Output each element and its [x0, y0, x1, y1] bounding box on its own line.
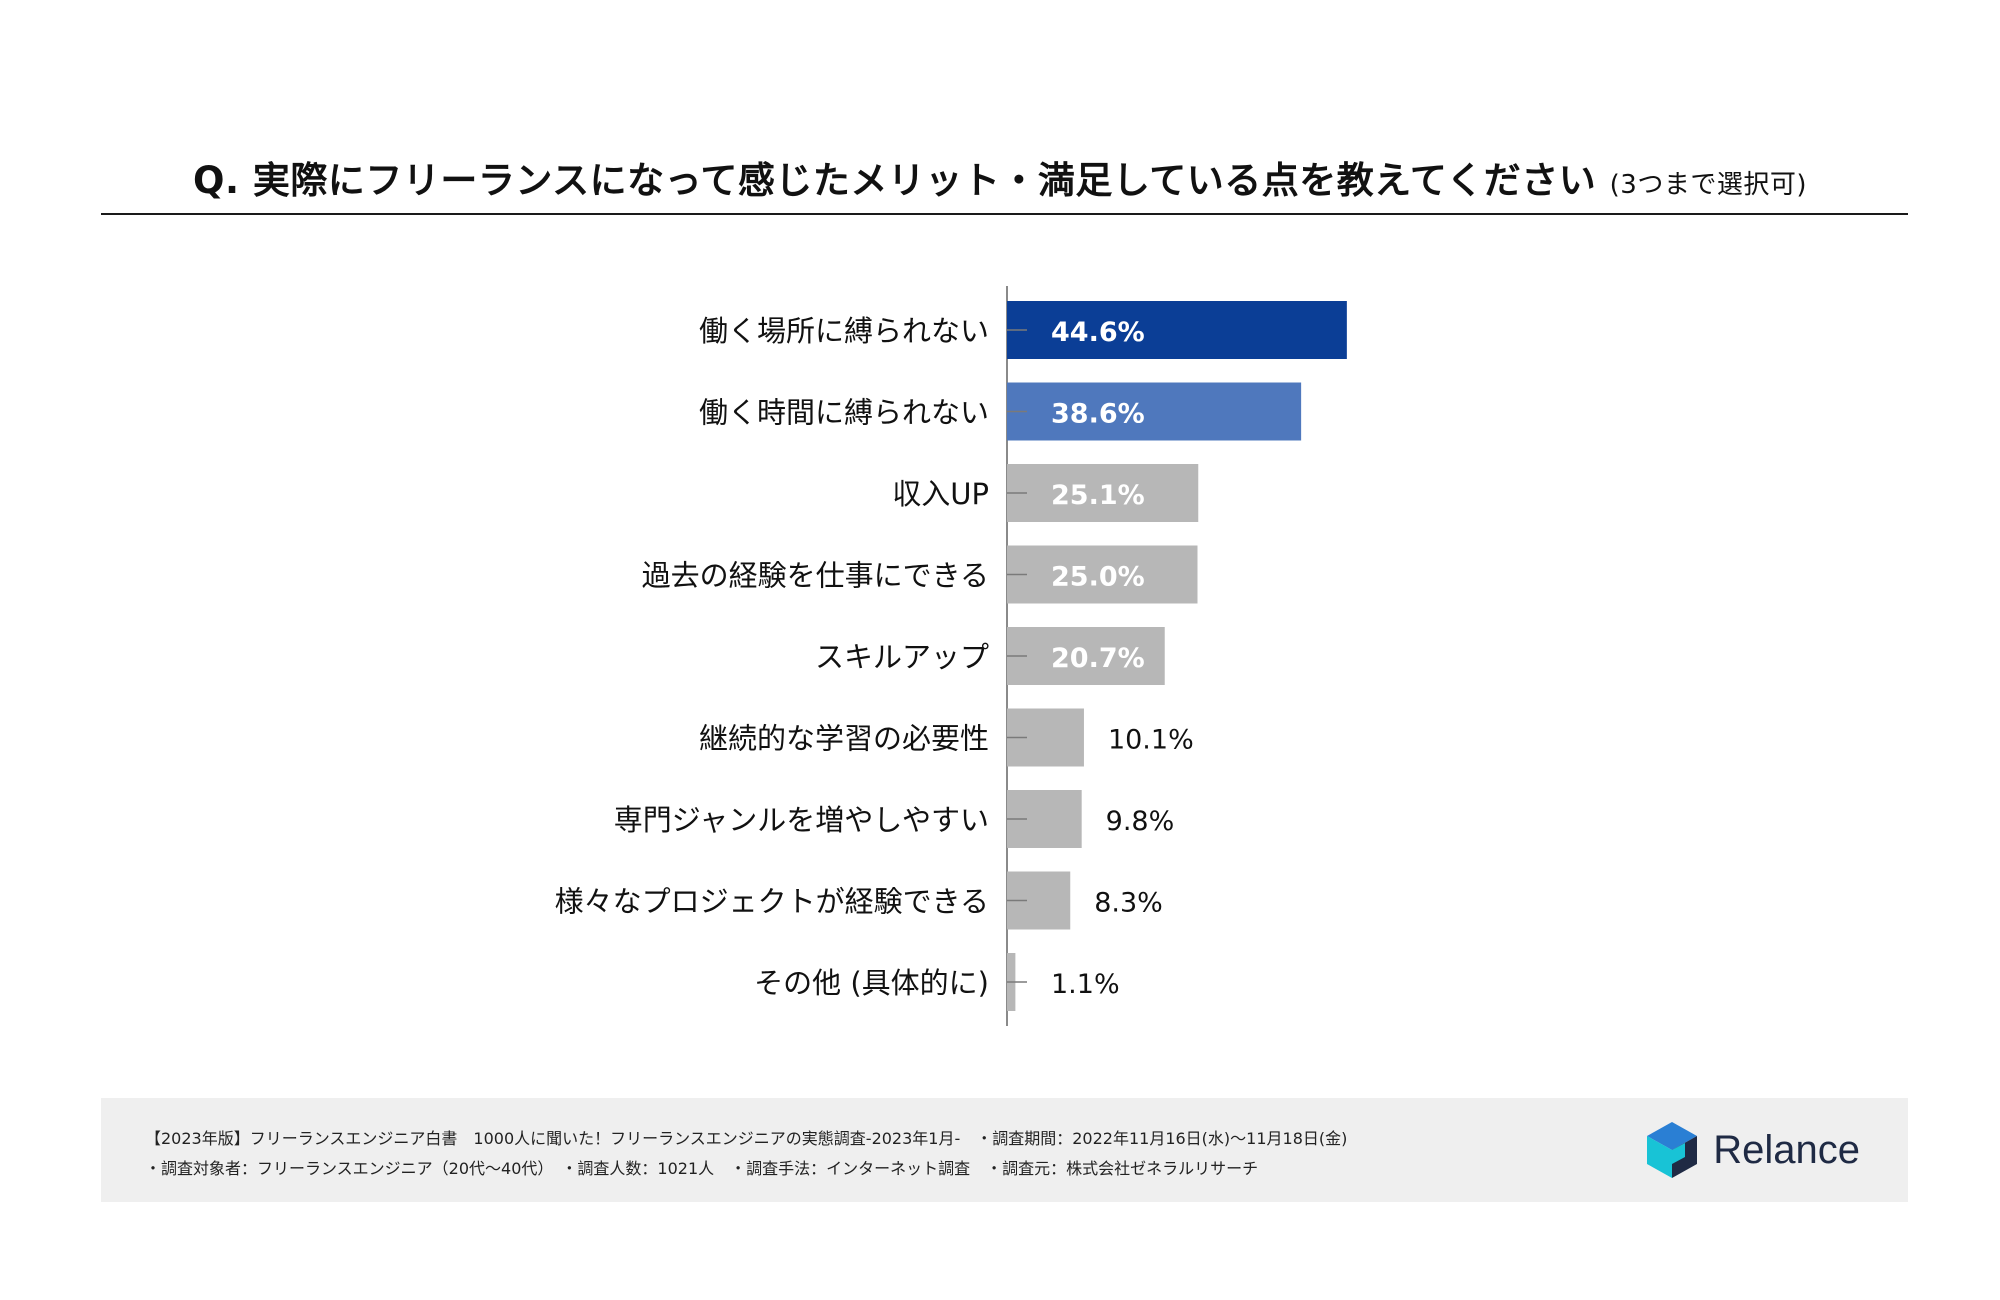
bar [1007, 627, 1165, 685]
bar [1007, 545, 1198, 604]
title-main: Q. 実際にフリーランスになって感じたメリット・満足している点を教えてください [193, 159, 1597, 202]
survey-footer: 【2023年版】フリーランスエンジニア白書 1000人に聞いた！フリーランスエン… [101, 1098, 1908, 1202]
chart-title: Q. 実際にフリーランスになって感じたメリット・満足している点を教えてください … [0, 150, 2000, 204]
category-label: 専門ジャンルを増やしやすい [614, 803, 989, 837]
data-label: 44.6% [1051, 317, 1145, 348]
data-label: 38.6% [1051, 399, 1145, 430]
title-divider [101, 213, 1908, 215]
relance-cube-icon [1647, 1122, 1698, 1178]
category-label: 様々なプロジェクトが経験できる [555, 885, 989, 919]
category-label: 収入UP [892, 477, 989, 511]
footer-line-2: ・調査対象者：フリーランスエンジニア（20代〜40代） ・調査人数：1021人 … [145, 1159, 1259, 1178]
bar [1007, 382, 1302, 441]
data-label: 9.8% [1106, 806, 1175, 837]
brand-logo: Relance [1645, 1120, 1860, 1180]
category-label: その他 (具体的に) [754, 966, 989, 1000]
data-label: 20.7% [1051, 643, 1145, 674]
category-label: 働く時間に縛られない [699, 396, 989, 430]
data-label: 1.1% [1051, 969, 1120, 1000]
data-label: 8.3% [1094, 888, 1163, 919]
category-label: 過去の経験を仕事にできる [642, 559, 989, 593]
category-label: 働く場所に縛られない [699, 314, 989, 348]
footer-line-1: 【2023年版】フリーランスエンジニア白書 1000人に聞いた！フリーランスエン… [145, 1129, 1348, 1148]
data-label: 10.1% [1108, 725, 1194, 756]
data-label: 25.1% [1051, 480, 1145, 511]
category-label: スキルアップ [815, 640, 989, 674]
bar-chart: 働く場所に縛られない 44.6% 働く時間に縛られない 38.6% 収入UP 25.1% 過… [555, 286, 1347, 1026]
category-label: 継続的な学習の必要性 [699, 722, 989, 756]
bar [1007, 301, 1347, 359]
brand-name: Relance [1713, 1127, 1860, 1172]
data-label: 25.0% [1051, 562, 1145, 593]
title-sub: (3つまで選択可) [1609, 170, 1807, 200]
bar [1007, 464, 1199, 522]
